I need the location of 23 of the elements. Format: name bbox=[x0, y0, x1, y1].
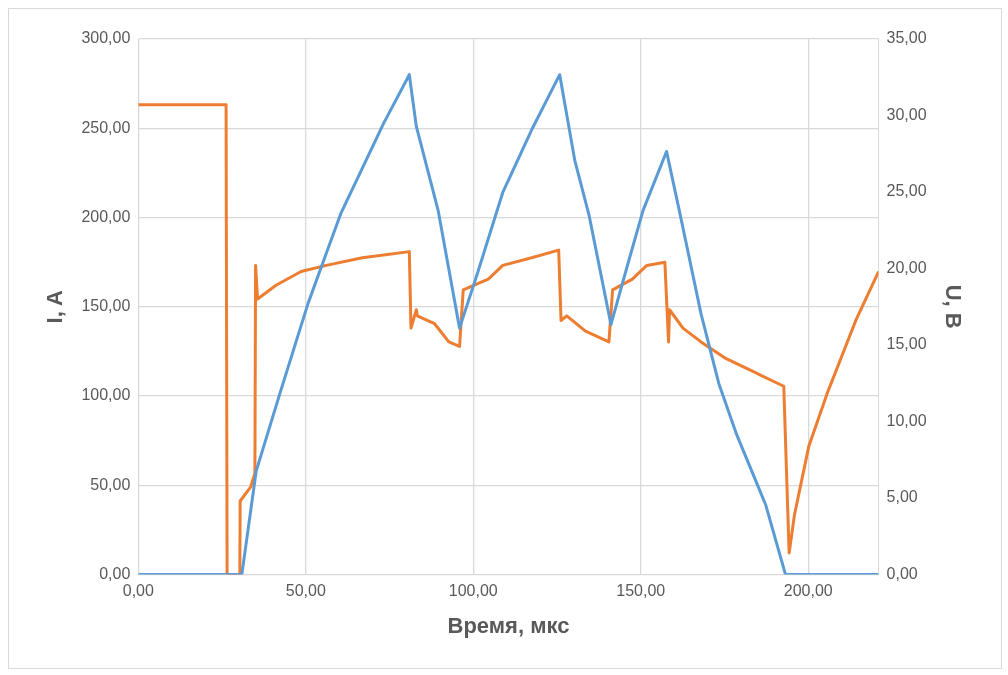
x-tick-label: 150,00 bbox=[616, 582, 666, 600]
x-tick-label: 50,00 bbox=[285, 582, 326, 600]
y-tick-label: 50,00 bbox=[90, 475, 131, 493]
y2-tick-label: 35,00 bbox=[886, 29, 927, 47]
y2-axis-title: U, B bbox=[940, 284, 966, 329]
y-axis-title: I, A bbox=[42, 289, 68, 324]
y-tick-label: 100,00 bbox=[81, 386, 131, 404]
x-tick-label: 100,00 bbox=[448, 582, 498, 600]
x-axis-title: Время, мкс bbox=[447, 612, 570, 638]
y2-tick-label: 30,00 bbox=[886, 105, 927, 123]
x-tick-label: 200,00 bbox=[783, 582, 833, 600]
y-tick-label: 250,00 bbox=[81, 118, 131, 136]
y-tick-label: 300,00 bbox=[81, 29, 131, 47]
y-tick-label: 150,00 bbox=[81, 297, 131, 315]
y2-tick-label: 10,00 bbox=[886, 411, 927, 429]
y-tick-label: 0,00 bbox=[99, 564, 131, 582]
y2-tick-label: 5,00 bbox=[886, 488, 918, 506]
y2-tick-label: 0,00 bbox=[886, 564, 918, 582]
y-tick-label: 200,00 bbox=[81, 207, 131, 225]
y2-tick-label: 20,00 bbox=[886, 258, 927, 276]
x-tick-label: 0,00 bbox=[122, 582, 155, 600]
y2-tick-label: 25,00 bbox=[886, 182, 927, 200]
y2-tick-label: 15,00 bbox=[886, 335, 927, 353]
